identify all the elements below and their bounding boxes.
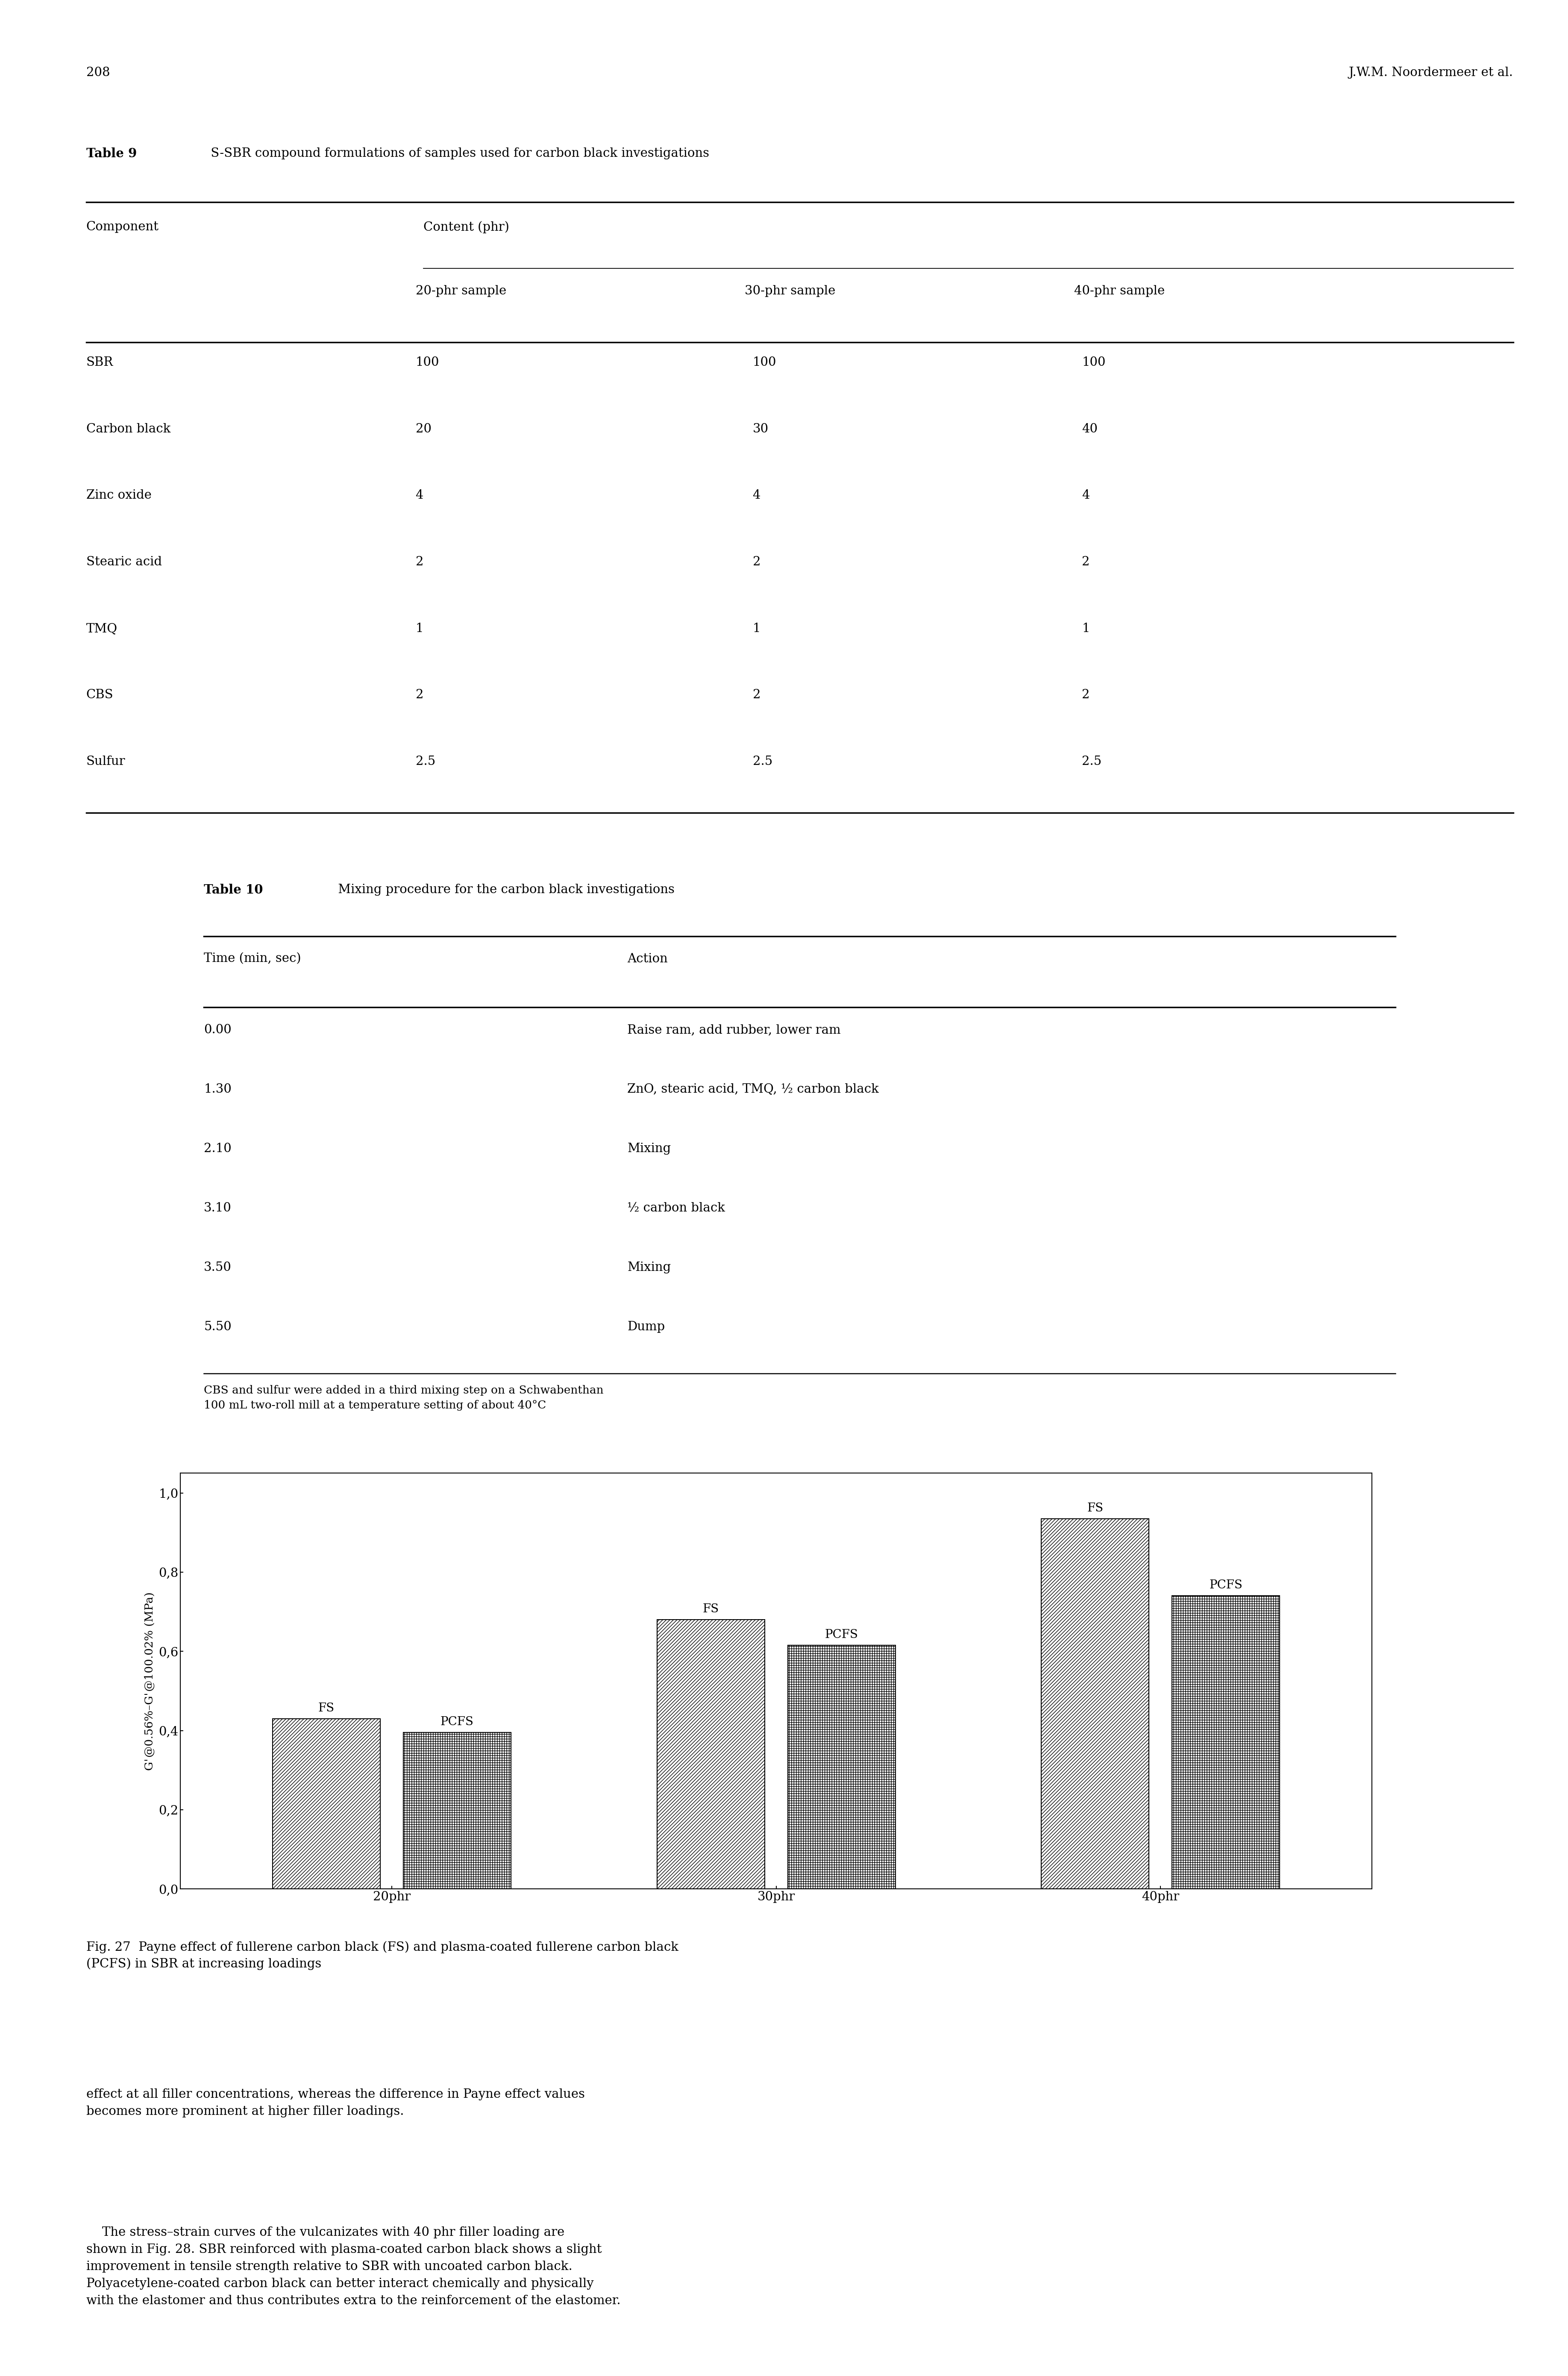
Bar bbox=[1173, 1597, 1279, 1889]
Text: PCFS: PCFS bbox=[825, 1630, 858, 1639]
Text: 2.10: 2.10 bbox=[204, 1143, 232, 1155]
Text: 20-phr sample: 20-phr sample bbox=[416, 285, 506, 297]
Text: 30-phr sample: 30-phr sample bbox=[745, 285, 836, 297]
Text: FS: FS bbox=[702, 1604, 720, 1616]
Text: Fig. 27  Payne effect of fullerene carbon black (FS) and plasma-coated fullerene: Fig. 27 Payne effect of fullerene carbon… bbox=[86, 1941, 679, 1970]
Text: Sulfur: Sulfur bbox=[86, 756, 125, 767]
Text: Stearic acid: Stearic acid bbox=[86, 556, 162, 568]
Text: ZnO, stearic acid, TMQ, ½ carbon black: ZnO, stearic acid, TMQ, ½ carbon black bbox=[627, 1083, 878, 1095]
Text: 2: 2 bbox=[1082, 556, 1090, 568]
Text: TMQ: TMQ bbox=[86, 623, 118, 634]
Text: 2.5: 2.5 bbox=[1082, 756, 1102, 767]
Text: SBR: SBR bbox=[86, 356, 113, 368]
Text: Raise ram, add rubber, lower ram: Raise ram, add rubber, lower ram bbox=[627, 1024, 840, 1036]
Text: Mixing procedure for the carbon black investigations: Mixing procedure for the carbon black in… bbox=[334, 884, 674, 896]
Text: effect at all filler concentrations, whereas the difference in Payne effect valu: effect at all filler concentrations, whe… bbox=[86, 2089, 585, 2117]
Text: Mixing: Mixing bbox=[627, 1143, 671, 1155]
Bar bbox=[403, 1732, 511, 1889]
Text: FS: FS bbox=[1087, 1502, 1104, 1514]
Text: Component: Component bbox=[86, 221, 158, 233]
Y-axis label: G' @0.56%–G' @100.02% (MPa): G' @0.56%–G' @100.02% (MPa) bbox=[144, 1592, 155, 1770]
Text: 20: 20 bbox=[416, 423, 431, 435]
Text: 1.30: 1.30 bbox=[204, 1083, 232, 1095]
Text: CBS: CBS bbox=[86, 689, 113, 701]
Text: ½ carbon black: ½ carbon black bbox=[627, 1202, 724, 1214]
Text: Time (min, sec): Time (min, sec) bbox=[204, 953, 301, 965]
Bar bbox=[273, 1718, 379, 1889]
Text: FS: FS bbox=[318, 1701, 334, 1713]
Text: 2: 2 bbox=[753, 689, 760, 701]
Text: 1: 1 bbox=[753, 623, 760, 634]
Text: 2: 2 bbox=[416, 689, 423, 701]
Text: 2: 2 bbox=[753, 556, 760, 568]
Text: Table 9: Table 9 bbox=[86, 147, 136, 159]
Text: PCFS: PCFS bbox=[441, 1715, 474, 1727]
Text: Dump: Dump bbox=[627, 1321, 665, 1333]
Text: 4: 4 bbox=[1082, 489, 1090, 501]
Text: Table 10: Table 10 bbox=[204, 884, 263, 896]
Text: J.W.M. Noordermeer et al.: J.W.M. Noordermeer et al. bbox=[1348, 67, 1513, 78]
Text: 100: 100 bbox=[753, 356, 776, 368]
Text: 3.50: 3.50 bbox=[204, 1262, 232, 1274]
Text: 40-phr sample: 40-phr sample bbox=[1074, 285, 1165, 297]
Text: 2: 2 bbox=[416, 556, 423, 568]
Text: 208: 208 bbox=[86, 67, 110, 78]
Text: CBS and sulfur were added in a third mixing step on a Schwabenthan
100 mL two-ro: CBS and sulfur were added in a third mix… bbox=[204, 1385, 604, 1411]
Text: 4: 4 bbox=[753, 489, 760, 501]
Text: 1: 1 bbox=[416, 623, 423, 634]
Text: The stress–strain curves of the vulcanizates with 40 phr filler loading are
show: The stress–strain curves of the vulcaniz… bbox=[86, 2226, 621, 2307]
Text: 3.10: 3.10 bbox=[204, 1202, 232, 1214]
Text: 100: 100 bbox=[1082, 356, 1105, 368]
Text: PCFS: PCFS bbox=[1209, 1580, 1242, 1592]
Text: 30: 30 bbox=[753, 423, 768, 435]
Text: 100: 100 bbox=[416, 356, 439, 368]
Text: 40: 40 bbox=[1082, 423, 1098, 435]
Text: Zinc oxide: Zinc oxide bbox=[86, 489, 152, 501]
Bar bbox=[657, 1620, 765, 1889]
Text: Content (phr): Content (phr) bbox=[423, 221, 510, 233]
Text: S-SBR compound formulations of samples used for carbon black investigations: S-SBR compound formulations of samples u… bbox=[207, 147, 709, 159]
Text: 2: 2 bbox=[1082, 689, 1090, 701]
Text: 5.50: 5.50 bbox=[204, 1321, 232, 1333]
Bar bbox=[1041, 1518, 1149, 1889]
Text: Action: Action bbox=[627, 953, 668, 965]
Text: 2.5: 2.5 bbox=[416, 756, 436, 767]
Text: Carbon black: Carbon black bbox=[86, 423, 171, 435]
Text: 2.5: 2.5 bbox=[753, 756, 773, 767]
Text: 4: 4 bbox=[416, 489, 423, 501]
Text: Mixing: Mixing bbox=[627, 1262, 671, 1274]
Bar bbox=[787, 1644, 895, 1889]
Text: 1: 1 bbox=[1082, 623, 1090, 634]
Text: 0.00: 0.00 bbox=[204, 1024, 232, 1036]
